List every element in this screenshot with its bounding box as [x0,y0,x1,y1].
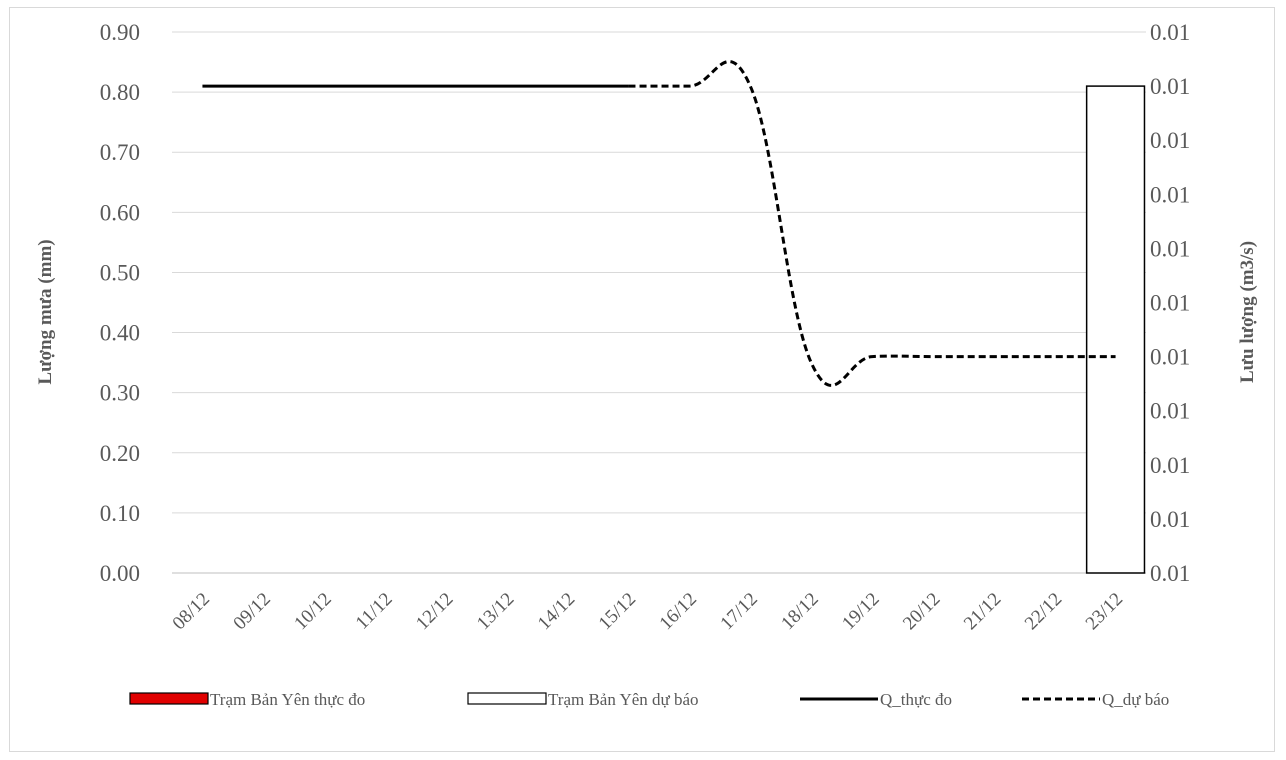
x-tick-label: 20/12 [899,589,944,634]
y-axis-ticks: 0.00 0.10 0.20 0.30 0.40 0.50 0.60 0.70 0.80 0.90 [100,20,140,586]
series-line [628,60,1116,387]
legend-label: Trạm Bản Yên dự báo [548,690,699,709]
chart-frame [9,7,1275,752]
legend-label: Trạm Bản Yên thực đo [210,690,365,709]
y-tick-label: 0.00 [100,561,140,586]
x-tick-label: 13/12 [473,589,518,634]
series-lines [202,60,1116,387]
legend-swatch [467,692,547,705]
x-tick-label: 17/12 [716,589,761,634]
x-tick-label: 19/12 [838,589,883,634]
y-tick-label: 0.90 [100,20,140,45]
x-tick-label: 18/12 [777,589,822,634]
y2-tick-label: 0.01 [1150,20,1190,45]
y-tick-label: 0.50 [100,260,140,285]
y2-tick-label: 0.01 [1150,236,1190,261]
y2-tick-label: 0.01 [1150,453,1190,478]
x-tick-label: 14/12 [534,589,579,634]
gridlines [172,31,1146,574]
y2-tick-label: 0.01 [1150,399,1190,424]
y2-tick-label: 0.01 [1150,74,1190,99]
y2-tick-label: 0.01 [1150,128,1190,153]
y2-tick-label: 0.01 [1150,507,1190,532]
x-tick-label: 21/12 [960,589,1005,634]
x-tick-label: 23/12 [1082,589,1127,634]
y-tick-label: 0.40 [100,321,140,346]
y-tick-label: 0.30 [100,381,140,406]
x-tick-label: 12/12 [412,589,457,634]
y2-tick-label: 0.01 [1150,291,1190,316]
y2-tick-label: 0.01 [1150,345,1190,370]
y-tick-label: 0.80 [100,80,140,105]
x-axis-ticks: 08/12 09/12 10/12 11/12 12/12 13/12 14/12 15/12… [169,589,1128,634]
x-tick-label: 15/12 [595,589,640,634]
y2-tick-label: 0.01 [1150,561,1190,586]
legend-label: Q_dự báo [1102,690,1169,709]
y-tick-label: 0.60 [100,200,140,225]
y-tick-label: 0.70 [100,140,140,165]
legend-label: Q_thực đo [880,690,952,709]
legend: Trạm Bản Yên thực đo Trạm Bản Yên dự báo Q… [129,690,1169,709]
x-tick-label: 08/12 [169,589,214,634]
y2-tick-label: 0.01 [1150,182,1190,207]
bars [1085,85,1146,574]
y-tick-label: 0.10 [100,501,140,526]
x-tick-label: 22/12 [1021,589,1066,634]
x-tick-label: 16/12 [656,589,701,634]
legend-swatch [129,692,209,705]
x-tick-label: 09/12 [229,589,274,634]
y2-axis-title: Lưu lượng (m3/s) [1237,241,1258,383]
bar [1085,85,1146,574]
y2-axis-ticks: 0.01 0.01 0.01 0.01 0.01 0.01 0.01 0.01 0.01 0.01… [1150,20,1190,586]
x-tick-label: 10/12 [290,589,335,634]
x-tick-label: 11/12 [352,589,397,634]
y-axis-title: Lượng mưa (mm) [35,239,56,384]
y-tick-label: 0.20 [100,441,140,466]
